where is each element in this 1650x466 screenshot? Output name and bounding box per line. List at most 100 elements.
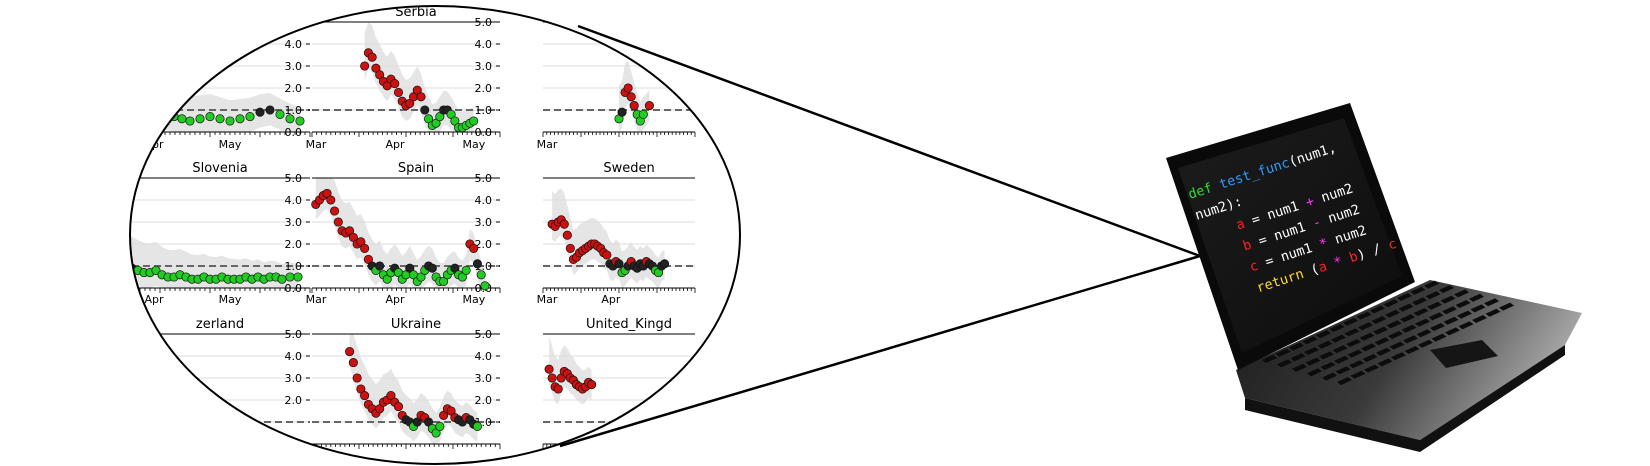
keyboard-key [1277, 359, 1292, 368]
keyboard-key [1412, 297, 1427, 306]
y-tick-label: 1.0 [475, 104, 493, 117]
keyboard-key [1386, 320, 1402, 329]
keyboard-key [1440, 295, 1456, 304]
laptop-base-edge [1245, 345, 1565, 452]
keyboard-key [1275, 348, 1291, 357]
keyboard-key [1400, 314, 1415, 323]
data-point [367, 52, 377, 62]
y-tick-label: 5.0 [475, 16, 493, 29]
keyboard-key [1307, 368, 1322, 377]
y-tick-label: 2.0 [285, 82, 303, 95]
keyboard-key [1304, 347, 1319, 355]
data-point [161, 109, 171, 119]
y-tick-label: 4.0 [285, 350, 303, 363]
magnified-chart-grid: 0.0 1.0 2.0 3.0 4.0 Apr May Serbia 0.0 1.0 2.0 3.0 4… [110, 5, 740, 464]
data-point [130, 103, 139, 113]
data-point [326, 195, 336, 205]
keyboard-key [1401, 324, 1417, 333]
data-point [116, 253, 124, 261]
y-tick-label: 5.0 [285, 172, 303, 185]
data-point [480, 281, 490, 291]
zoom-line-top [577, 24, 1201, 258]
keyboard-key [1445, 327, 1460, 336]
data-point [644, 101, 654, 111]
data-point [360, 61, 370, 71]
data-point [614, 259, 624, 269]
y-tick-label: 5.0 [475, 328, 493, 341]
keyboard-key [1370, 305, 1385, 314]
uncertainty-band [364, 22, 474, 132]
data-point [145, 96, 155, 106]
keyboard-key [1329, 324, 1345, 332]
data-point [235, 114, 245, 124]
keyboard-key [1404, 346, 1420, 354]
keyboard-key [1364, 364, 1379, 373]
data-point [553, 384, 563, 394]
keyboard-key [1302, 336, 1318, 345]
y-tick-label: 2.0 [285, 238, 303, 251]
magnifier-oval [129, 5, 741, 465]
data-point [245, 112, 255, 122]
keyboard-key [1397, 293, 1412, 301]
x-tick-label: Mar [537, 293, 558, 306]
data-point [472, 421, 482, 431]
x-tick-label: Apr [144, 293, 164, 306]
data-point [393, 402, 404, 412]
keyboard-key [1385, 309, 1400, 318]
y-tick-label: 3.0 [475, 60, 493, 73]
keyboard-key [1383, 299, 1399, 308]
keyboard-key [1413, 308, 1429, 316]
data-point [435, 421, 445, 431]
y-tick-label: 3.0 [285, 216, 303, 229]
data-point [110, 255, 118, 263]
keyboard-key [1349, 360, 1364, 369]
keyboard-key [1317, 340, 1333, 349]
code-operator-times: * [1324, 251, 1352, 274]
data-point [295, 116, 305, 126]
y-tick-label: 4.0 [475, 38, 493, 51]
data-point [617, 107, 627, 117]
keyboard-key [1361, 343, 1376, 352]
data-point [116, 117, 124, 125]
chart-panel-row1-col3: Mar [537, 21, 696, 151]
x-tick-label: Mar [306, 293, 327, 306]
chart-panel-sweden: Sweden Mar Apr [537, 161, 696, 306]
x-tick-label: May [463, 293, 486, 306]
keyboard-key [1430, 323, 1445, 331]
keyboard-key [1499, 302, 1514, 311]
data-point [476, 270, 486, 280]
keyboard-key [1356, 311, 1372, 320]
y-tick-label: 1.0 [285, 260, 303, 273]
keyboard-key [1425, 291, 1441, 300]
x-tick-label: Apr [385, 138, 405, 151]
y-tick-label: 3.0 [285, 372, 303, 385]
laptop-screen [1178, 118, 1402, 353]
panel-title: Serbia [395, 5, 436, 20]
keyboard-key [1398, 303, 1414, 312]
keyboard-key [1457, 310, 1472, 319]
data-point [293, 272, 303, 282]
data-point [137, 94, 147, 104]
keyboard-key [1319, 351, 1334, 360]
keyboard-key [1485, 308, 1501, 317]
keyboard-key [1332, 345, 1348, 354]
data-point [416, 92, 426, 102]
keyboard-key [1428, 312, 1444, 321]
y-tick-label: 5.0 [475, 172, 493, 185]
data-point [330, 206, 340, 216]
data-point [352, 373, 362, 383]
keyboard-key [1439, 285, 1454, 293]
y-tick-label: 3.0 [475, 372, 493, 385]
keyboard-key [1337, 377, 1352, 385]
keyboard-key [1410, 286, 1426, 295]
data-point [285, 114, 295, 124]
y-tick-label: 4.0 [285, 194, 303, 207]
data-point [177, 114, 187, 124]
keyboard-key [1403, 335, 1418, 344]
data-point [348, 358, 358, 368]
keyboard-key [1316, 330, 1331, 339]
data-point [277, 274, 287, 284]
data-point [255, 107, 265, 117]
